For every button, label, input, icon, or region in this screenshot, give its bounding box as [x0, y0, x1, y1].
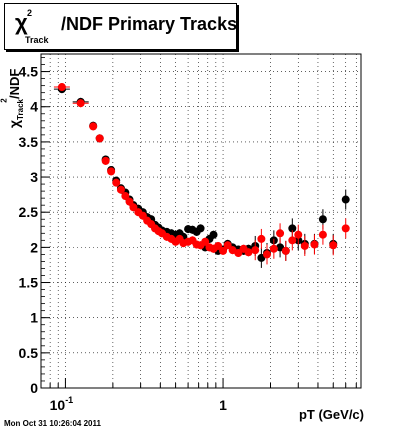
data-point-red: [76, 99, 85, 108]
data-point-red: [129, 203, 138, 212]
data-point-red: [219, 246, 228, 255]
chart-title-box: χ 2 Track /NDF Primary Tracks: [4, 3, 237, 50]
ylabel-chi: χ: [6, 119, 22, 128]
data-point-red: [281, 246, 290, 255]
data-point-red: [101, 156, 110, 165]
y-tick-label: 0.5: [19, 345, 39, 361]
data-point-black: [276, 243, 285, 252]
data-point-red: [244, 248, 253, 257]
data-point-black: [209, 230, 218, 239]
data-point-red: [201, 237, 210, 246]
timestamp: Mon Oct 31 10:26:04 2011: [4, 419, 101, 428]
ylabel-rest: /NDF: [7, 68, 22, 100]
data-point-red: [310, 240, 319, 249]
data-point-red: [262, 250, 271, 259]
y-tick-label: 2.5: [19, 204, 39, 220]
ylabel-sub: Track: [16, 99, 25, 120]
data-point-red: [276, 229, 285, 238]
plot-frame: [40, 53, 362, 389]
data-point-red: [223, 241, 232, 250]
y-tick-label: 4: [30, 99, 38, 115]
data-point-black: [196, 224, 205, 233]
y-tick-label: 1.5: [19, 275, 39, 291]
data-point-red: [329, 241, 338, 250]
data-point-red: [257, 234, 266, 243]
data-point-red: [251, 246, 260, 255]
data-point-black: [341, 195, 350, 204]
title-subscript: Track: [25, 35, 49, 45]
data-point-red: [214, 241, 223, 250]
data-point-red: [107, 167, 116, 176]
data-point-red: [300, 241, 309, 250]
data-point-red: [95, 134, 104, 143]
y-tick-label: 3: [30, 169, 38, 185]
ylabel-sup: 2: [0, 98, 9, 103]
data-point-red: [318, 230, 327, 239]
y-tick-label: 2: [30, 239, 38, 255]
data-point-red: [89, 122, 98, 131]
data-point-red: [125, 197, 134, 206]
x-axis-label: pT (GeV/c): [298, 407, 364, 422]
chart-title: /NDF Primary Tracks: [61, 14, 238, 34]
x-tick-label: 1: [219, 397, 227, 413]
data-point-red: [57, 83, 66, 92]
data-point-red: [121, 192, 130, 201]
title-chi-symbol: χ: [15, 10, 28, 35]
data-point-black: [288, 224, 297, 233]
y-tick-label: 3.5: [19, 134, 39, 150]
data-point-red: [112, 178, 121, 187]
y-tick-label: 4.5: [19, 64, 39, 80]
data-point-red: [288, 236, 297, 245]
y-tick-label: 0: [30, 380, 38, 396]
y-axis-label: χTrack/NDF: [6, 8, 36, 128]
data-point-red: [341, 224, 350, 233]
x-tick-label: 10-1: [50, 395, 74, 413]
data-point-red: [269, 244, 278, 253]
data-point-red: [294, 230, 303, 239]
data-point-red: [116, 185, 125, 194]
y-tick-label: 1: [30, 310, 38, 326]
data-point-black: [318, 215, 327, 224]
title-superscript: 2: [27, 8, 33, 18]
